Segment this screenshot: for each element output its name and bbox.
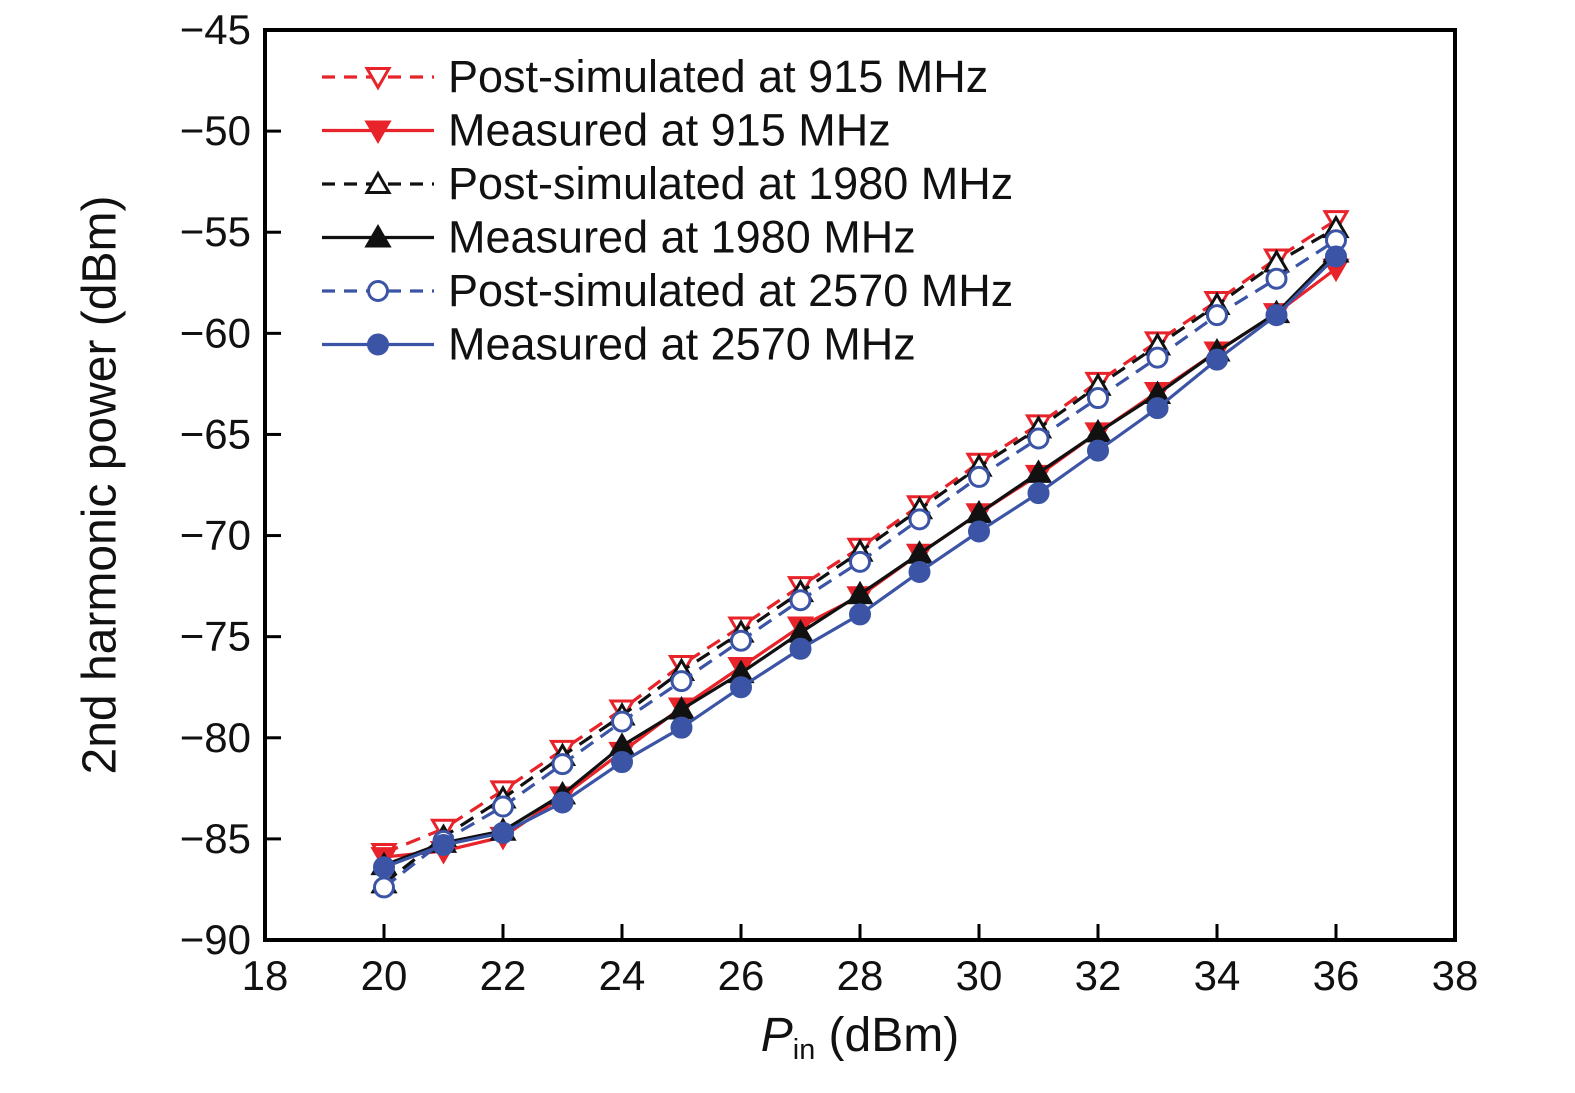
series-measured-at-2570-mhz <box>373 245 1347 879</box>
y-tick-label: −55 <box>180 208 251 255</box>
x-tick-label: 30 <box>956 952 1003 999</box>
x-tick-label: 32 <box>1075 952 1122 999</box>
x-axis-subscript: in <box>792 1034 816 1067</box>
x-tick-label: 20 <box>361 952 408 999</box>
x-tick-label: 22 <box>480 952 527 999</box>
legend-item-measured-at-1980-mhz: Measured at 1980 MHz <box>322 212 916 263</box>
series-post-simulated-at-2570-mhz <box>373 229 1347 899</box>
y-tick-label: −45 <box>180 6 251 53</box>
legend-item-measured-at-2570-mhz: Measured at 2570 MHz <box>322 319 916 370</box>
x-axis-unit: (dBm) <box>815 1009 960 1062</box>
legend-label: Measured at 915 MHz <box>448 105 891 156</box>
legend-label: Post-simulated at 1980 MHz <box>448 158 1013 209</box>
y-tick-label: −50 <box>180 107 251 154</box>
legend-label: Measured at 1980 MHz <box>448 212 916 263</box>
x-axis-symbol: P <box>760 1009 793 1062</box>
legend-item-post-simulated-at-915-mhz: Post-simulated at 915 MHz <box>322 51 988 102</box>
y-tick-labels: −90 −85 −80 −75 −70 −65 −60 −55 −50 −45 <box>180 6 251 963</box>
x-tick-label: 26 <box>718 952 765 999</box>
x-tick-label: 38 <box>1432 952 1479 999</box>
x-tick-label: 24 <box>599 952 646 999</box>
x-axis-title: Pin (dBm) <box>761 1008 959 1067</box>
legend-label: Measured at 2570 MHz <box>448 319 916 370</box>
y-axis-title: 2nd harmonic power (dBm) <box>73 195 127 775</box>
y-tick-label: −65 <box>180 410 251 457</box>
y-tick-label: −75 <box>180 613 251 660</box>
x-axis-ticks <box>382 924 1338 940</box>
y-tick-label: −70 <box>180 512 251 559</box>
legend-label: Post-simulated at 915 MHz <box>448 51 988 102</box>
x-tick-labels: 18 20 22 24 26 28 30 32 34 36 38 <box>242 952 1479 999</box>
y-tick-label: −80 <box>180 714 251 761</box>
legend-label: Post-simulated at 2570 MHz <box>448 265 1013 316</box>
legend-item-measured-at-915-mhz: Measured at 915 MHz <box>322 105 891 156</box>
y-tick-label: −60 <box>180 309 251 356</box>
legend-item-post-simulated-at-1980-mhz: Post-simulated at 1980 MHz <box>322 158 1013 209</box>
x-tick-label: 36 <box>1313 952 1360 999</box>
x-tick-label: 18 <box>242 952 289 999</box>
y-axis-ticks <box>265 129 281 841</box>
x-tick-label: 28 <box>837 952 884 999</box>
y-tick-label: −90 <box>180 916 251 963</box>
x-tick-label: 34 <box>1194 952 1241 999</box>
y-tick-label: −85 <box>180 815 251 862</box>
legend-item-post-simulated-at-2570-mhz: Post-simulated at 2570 MHz <box>322 265 1013 316</box>
